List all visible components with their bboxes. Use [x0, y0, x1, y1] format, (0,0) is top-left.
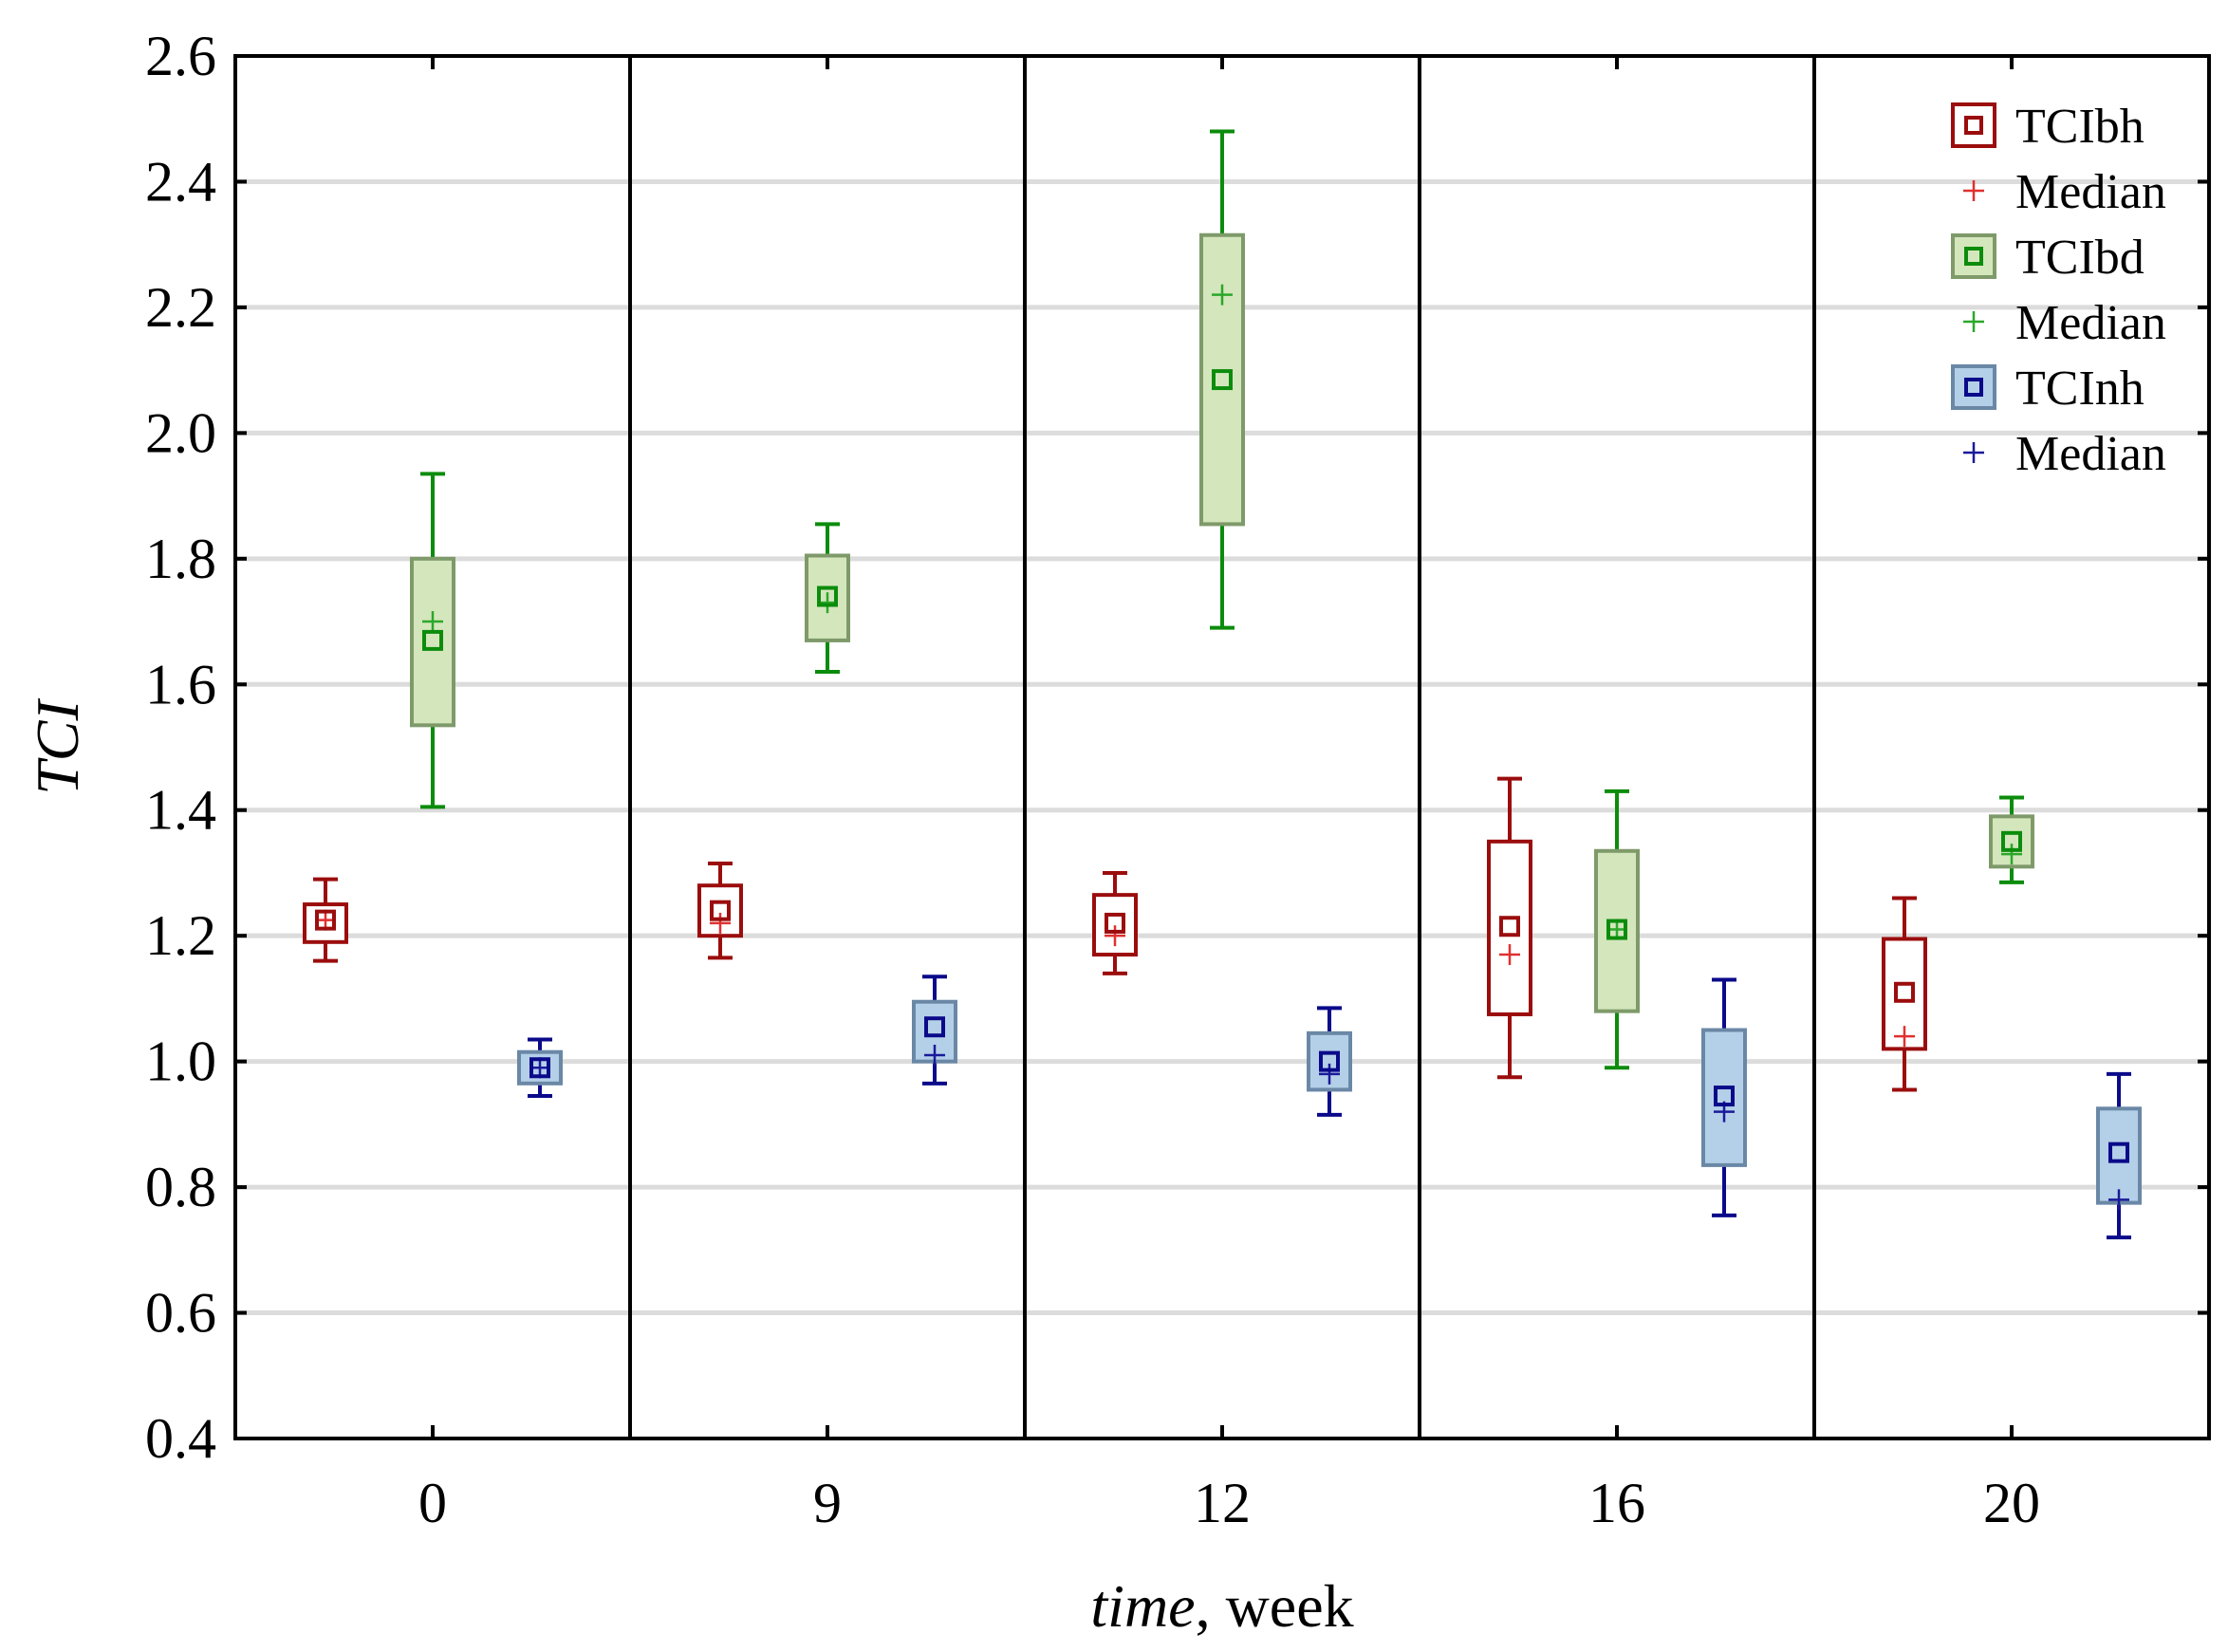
legend-item-TCIbd: TCIbd	[1951, 231, 2144, 285]
legend-item-TCIbh: TCIbh	[1951, 100, 2144, 154]
legend-label: TCIbd	[2015, 231, 2144, 285]
box-TCIbh-16	[1487, 776, 1532, 1080]
y-tick-label: 0.8	[145, 1156, 216, 1218]
x-tick-label: 0	[418, 1472, 447, 1534]
y-tick-label: 1.6	[145, 653, 216, 715]
box-TCInh-9	[912, 974, 957, 1086]
mean-marker	[315, 909, 336, 931]
iqr-box	[1487, 839, 1532, 1016]
y-tick-label: 1.4	[145, 779, 216, 842]
legend-item-TCIbh-median: Median	[1963, 165, 2166, 219]
x-tick-label: 16	[1588, 1472, 1645, 1534]
legend: TCIbh Median TCIbd Median TCInh Median	[1951, 100, 2166, 481]
mean-marker	[1894, 981, 1915, 1003]
box-TCIbd-9	[805, 522, 850, 675]
legend-item-TCInh-median: Median	[1963, 427, 2166, 481]
box-TCIbh-9	[697, 862, 743, 960]
mean-marker	[529, 1057, 550, 1079]
legend-swatch-mean	[1964, 378, 1983, 397]
series-TCIbh	[303, 776, 1927, 1092]
box-TCInh-16	[1701, 977, 1747, 1217]
y-tick-label: 1.8	[145, 528, 216, 590]
box-TCIbh-0	[303, 877, 348, 963]
mean-marker	[422, 629, 443, 651]
iqr-box	[410, 556, 455, 728]
axes: 0.4 0.6 0.8 1.0 1.2 1.4 1.6 1.8 2.0 2.2 2.4 2.6 0 9 12…	[145, 25, 2209, 1534]
y-tick-label: 1.2	[145, 904, 216, 967]
legend-item-TCIbd-median: Median	[1963, 296, 2166, 350]
mean-marker	[1606, 919, 1627, 940]
y-tick-label: 2.4	[145, 150, 216, 213]
box-TCInh-0	[517, 1037, 563, 1099]
mean-marker	[817, 585, 838, 607]
y-tick-label: 1.0	[145, 1030, 216, 1093]
box-TCInh-12	[1307, 1006, 1352, 1117]
iqr-box	[1199, 232, 1245, 527]
y-axis-title: TCI	[24, 698, 91, 795]
x-tick-label: 9	[813, 1472, 842, 1534]
legend-label: TCInh	[2015, 362, 2144, 416]
box-TCIbd-12	[1199, 129, 1245, 630]
mean-marker	[2108, 1142, 2129, 1163]
series-TCIbd	[410, 129, 2034, 1070]
mean-marker	[1499, 916, 1520, 937]
x-axis-title-italic: time	[1090, 1572, 1195, 1640]
group-separators	[628, 56, 1816, 1439]
mean-marker	[1319, 1050, 1340, 1072]
mean-marker	[710, 900, 731, 921]
box-TCIbh-12	[1092, 870, 1138, 975]
legend-swatch-box	[1951, 102, 1996, 148]
box-TCIbd-0	[410, 472, 455, 809]
mean-marker	[2001, 830, 2022, 852]
iqr-box	[2096, 1106, 2142, 1205]
mean-marker	[1212, 369, 1233, 391]
legend-label: TCIbh	[2015, 100, 2144, 154]
y-tick-label: 2.0	[145, 401, 216, 464]
legend-swatch-box	[1951, 364, 1996, 410]
legend-median-label: Median	[2015, 427, 2166, 481]
mean-marker	[1714, 1086, 1735, 1107]
legend-median-label: Median	[2015, 296, 2166, 350]
legend-swatch-mean	[1964, 247, 1983, 266]
y-tick-label: 2.2	[145, 276, 216, 339]
legend-median-label: Median	[2015, 165, 2166, 219]
y-tick-label: 2.6	[145, 25, 216, 87]
box-series	[303, 129, 2142, 1240]
y-tick-label: 0.6	[145, 1282, 216, 1345]
box-TCIbd-20	[1989, 795, 2034, 884]
box-TCInh-20	[2096, 1071, 2142, 1240]
mean-marker	[924, 1016, 945, 1038]
iqr-box	[1701, 1028, 1747, 1167]
x-tick-label: 12	[1194, 1472, 1251, 1534]
legend-swatch-box	[1951, 233, 1996, 279]
box-TCIbh-20	[1882, 896, 1927, 1092]
series-TCInh	[517, 974, 2142, 1240]
y-tick-label: 0.4	[145, 1407, 216, 1470]
x-axis-title: time, week	[1090, 1572, 1353, 1640]
x-axis-title-rest: , week	[1196, 1572, 1354, 1640]
mean-marker	[1105, 912, 1125, 934]
box-TCIbd-16	[1594, 789, 1640, 1070]
legend-swatch-mean	[1964, 116, 1983, 135]
x-tick-label: 20	[1983, 1472, 2040, 1534]
iqr-box	[805, 553, 850, 642]
legend-item-TCInh: TCInh	[1951, 362, 2144, 416]
